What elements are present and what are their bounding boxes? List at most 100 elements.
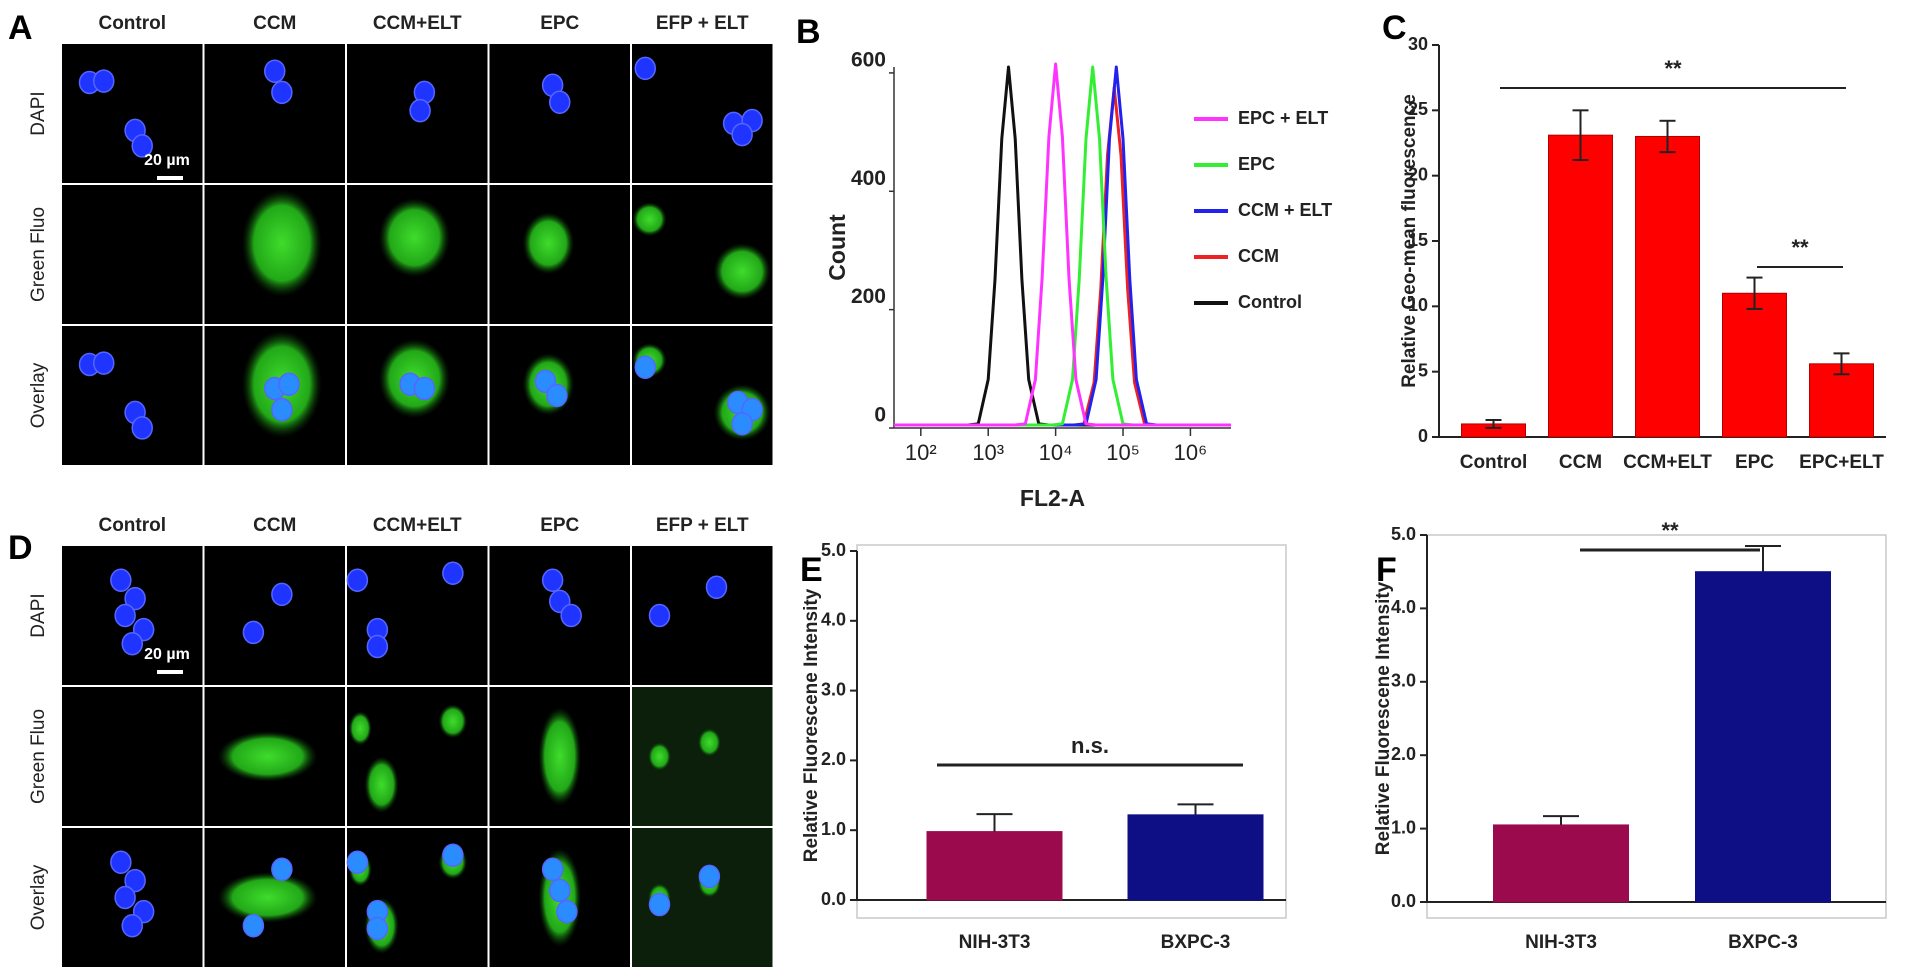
bar: [1635, 135, 1700, 438]
cytoplasm: [632, 202, 667, 237]
row-label: DAPI: [28, 593, 49, 637]
micrograph: [60, 42, 205, 185]
nucleus: [560, 603, 582, 628]
nucleus: [413, 376, 436, 401]
nucleus: [366, 634, 389, 659]
nucleus: [634, 56, 656, 81]
significance-label: **: [1791, 235, 1809, 260]
nucleus: [346, 568, 369, 592]
panel-letter: A: [8, 9, 33, 47]
y-tick-label: 25: [1408, 99, 1428, 119]
nucleus: [93, 69, 115, 93]
y-tick-label: 600: [851, 48, 886, 71]
nucleus: [648, 892, 671, 917]
row-label: DAPI: [28, 91, 49, 135]
nucleus: [114, 603, 136, 628]
column-label: CCM+ELT: [373, 13, 462, 34]
cytoplasm: [378, 198, 451, 278]
nucleus: [131, 416, 153, 440]
y-tick-label: 5.0: [1391, 524, 1416, 544]
y-tick-label: 4.0: [1391, 597, 1416, 617]
micrograph: [60, 685, 205, 828]
panel-letter: B: [796, 13, 821, 51]
legend-label: CCM + ELT: [1238, 200, 1332, 220]
y-tick-label: 0: [874, 404, 886, 427]
column-label: Control: [98, 515, 166, 536]
y-tick-label: 4.0: [821, 610, 846, 630]
y-tick-label: 2.0: [821, 749, 846, 769]
nucleus: [121, 913, 143, 938]
significance-label: **: [1664, 56, 1682, 81]
column-label: Control: [98, 13, 166, 34]
y-tick-label: 5.0: [821, 540, 846, 560]
nucleus: [546, 383, 568, 408]
row-label: Green Fluo: [28, 709, 49, 804]
y-axis-label: Count: [824, 214, 850, 281]
nucleus: [366, 916, 389, 941]
nucleus: [271, 582, 293, 607]
cytoplasm: [697, 728, 721, 757]
y-tick-label: 15: [1408, 230, 1428, 250]
bar: [1722, 292, 1787, 438]
y-tick-label: 20: [1408, 164, 1428, 184]
micrograph: [487, 544, 632, 687]
nucleus: [242, 620, 265, 645]
nucleus: [124, 868, 146, 893]
cytoplasm: [348, 711, 372, 746]
y-tick-label: 400: [851, 167, 886, 190]
y-tick-label: 2.0: [1391, 744, 1416, 764]
cytoplasm: [217, 731, 318, 782]
x-tick-label: 10²: [905, 440, 937, 465]
cytoplasm: [364, 756, 399, 813]
nucleus: [556, 899, 578, 924]
nucleus: [648, 603, 671, 628]
nucleus: [110, 568, 132, 592]
micrograph: [60, 183, 205, 326]
nucleus: [705, 575, 728, 600]
x-tick-label: BXPC-3: [1728, 932, 1798, 953]
y-axis-label: Relative Fluorescene Intensity: [1373, 581, 1394, 855]
nucleus: [731, 122, 753, 147]
y-tick-label: 0: [1418, 426, 1428, 446]
panel-letter: E: [800, 551, 823, 589]
nucleus: [114, 885, 136, 910]
y-tick-label: 1.0: [1391, 817, 1416, 837]
significance-label: **: [1661, 518, 1679, 543]
y-axis-label: Relative Geo-mean fluorescence: [1399, 94, 1420, 388]
x-tick-label: CCM+ELT: [1623, 452, 1712, 473]
cytoplasm: [648, 742, 671, 771]
x-tick-label: 10³: [972, 440, 1004, 465]
cytoplasm: [713, 243, 771, 300]
column-label: EPC: [540, 13, 579, 34]
nucleus: [124, 586, 146, 611]
y-axis-label: Relative Fluorescene Intensity: [801, 588, 822, 862]
y-tick-label: 200: [851, 285, 886, 308]
column-label: EFP + ELT: [656, 13, 749, 34]
significance-label: n.s.: [1071, 733, 1109, 758]
nucleus: [131, 134, 153, 158]
y-tick-label: 0.0: [1391, 891, 1416, 911]
x-tick-label: Control: [1460, 452, 1528, 473]
legend-label: EPC: [1238, 154, 1275, 174]
cytoplasm: [241, 189, 322, 297]
nucleus: [731, 411, 753, 436]
cytoplasm: [538, 707, 582, 806]
column-label: CCM+ELT: [373, 515, 462, 536]
nucleus: [442, 843, 464, 867]
y-tick-label: 10: [1408, 295, 1428, 315]
row-label: Green Fluo: [28, 207, 49, 302]
nucleus: [698, 864, 721, 889]
nucleus: [442, 561, 464, 585]
x-tick-label: BXPC-3: [1161, 932, 1231, 953]
nucleus: [634, 355, 656, 380]
micrograph: [345, 544, 490, 687]
nucleus: [264, 59, 286, 83]
row-label: Overlay: [28, 864, 49, 930]
nucleus: [110, 850, 132, 874]
bar: [926, 831, 1063, 901]
bar: [1809, 363, 1874, 438]
nucleus: [271, 397, 293, 422]
cytoplasm: [217, 872, 318, 923]
nucleus: [93, 351, 115, 375]
